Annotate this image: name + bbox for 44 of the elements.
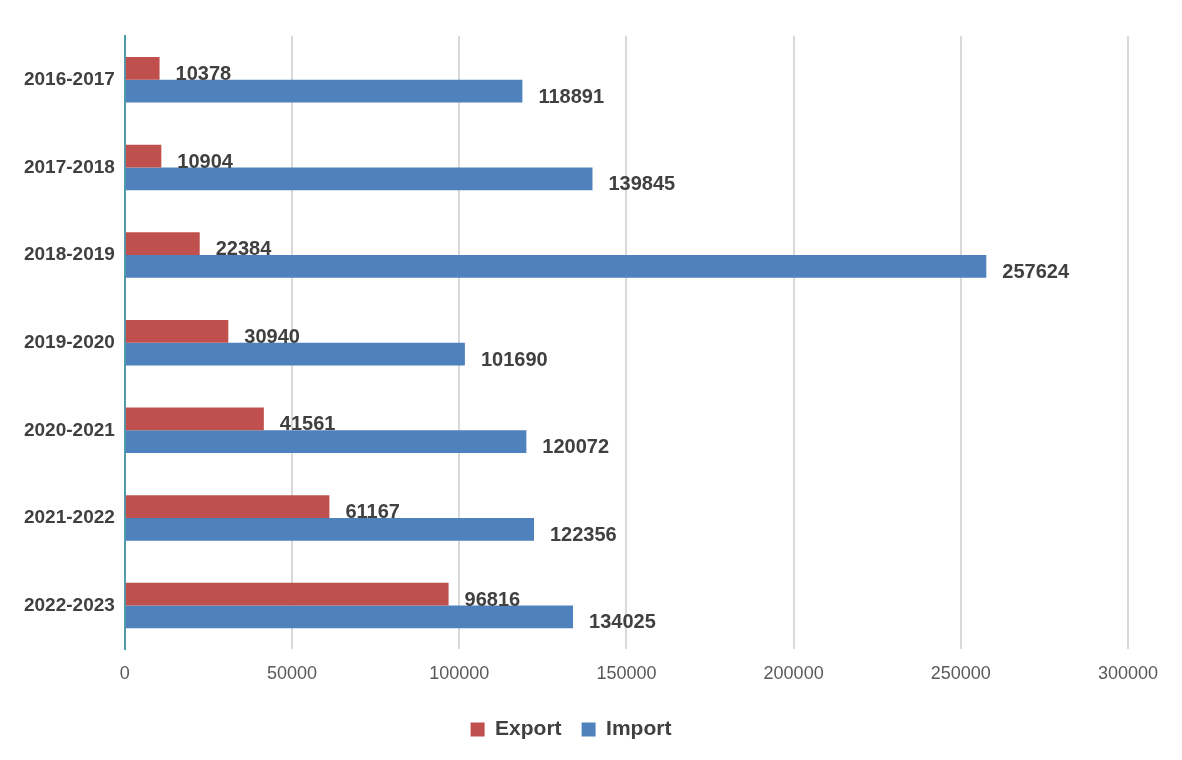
data-label: 96816 bbox=[464, 587, 521, 610]
data-label: 118891 bbox=[538, 84, 605, 107]
data-label: 134025 bbox=[589, 610, 656, 633]
data-label: 10904 bbox=[177, 149, 234, 172]
y-tick-label: 2019-2020 bbox=[23, 330, 115, 352]
x-tick-label: 50000 bbox=[267, 663, 318, 684]
data-label: 139845 bbox=[608, 172, 676, 195]
data-label: 10378 bbox=[175, 61, 232, 84]
bar bbox=[125, 57, 160, 80]
legend-label: Import bbox=[606, 716, 672, 740]
bar bbox=[125, 517, 534, 541]
bar bbox=[125, 342, 465, 366]
bar bbox=[125, 582, 449, 606]
x-tick-label: 100000 bbox=[429, 663, 490, 684]
data-label: 101690 bbox=[480, 347, 548, 370]
y-tick-label: 2022-2023 bbox=[23, 593, 115, 615]
data-label: 120072 bbox=[542, 435, 610, 458]
bar bbox=[125, 430, 527, 454]
x-tick-label: 250000 bbox=[930, 663, 991, 684]
bar bbox=[125, 167, 593, 191]
y-tick-label: 2020-2021 bbox=[23, 418, 116, 440]
x-tick-label: 200000 bbox=[763, 663, 824, 684]
data-label: 41561 bbox=[279, 412, 336, 435]
data-label: 30940 bbox=[244, 324, 300, 347]
bar bbox=[125, 495, 330, 518]
data-label: 22384 bbox=[215, 237, 273, 260]
bar bbox=[125, 79, 523, 103]
y-tick-label: 2018-2019 bbox=[23, 243, 115, 265]
bar bbox=[125, 255, 987, 278]
legend-label: Export bbox=[495, 716, 562, 740]
data-label: 257624 bbox=[1002, 259, 1070, 282]
bar bbox=[125, 232, 200, 256]
y-tick-label: 2016-2017 bbox=[23, 68, 115, 90]
data-label: 61167 bbox=[345, 500, 400, 523]
bar bbox=[125, 144, 162, 168]
bar bbox=[125, 319, 229, 343]
y-tick-label: 2017-2018 bbox=[23, 155, 115, 177]
bar bbox=[125, 407, 264, 431]
bar bbox=[125, 605, 574, 629]
data-label: 122356 bbox=[550, 522, 617, 545]
x-tick-label: 150000 bbox=[596, 663, 657, 684]
y-tick-label: 2021-2022 bbox=[23, 506, 115, 528]
x-tick-label: 300000 bbox=[1097, 663, 1159, 684]
x-tick-label: 0 bbox=[119, 663, 130, 684]
